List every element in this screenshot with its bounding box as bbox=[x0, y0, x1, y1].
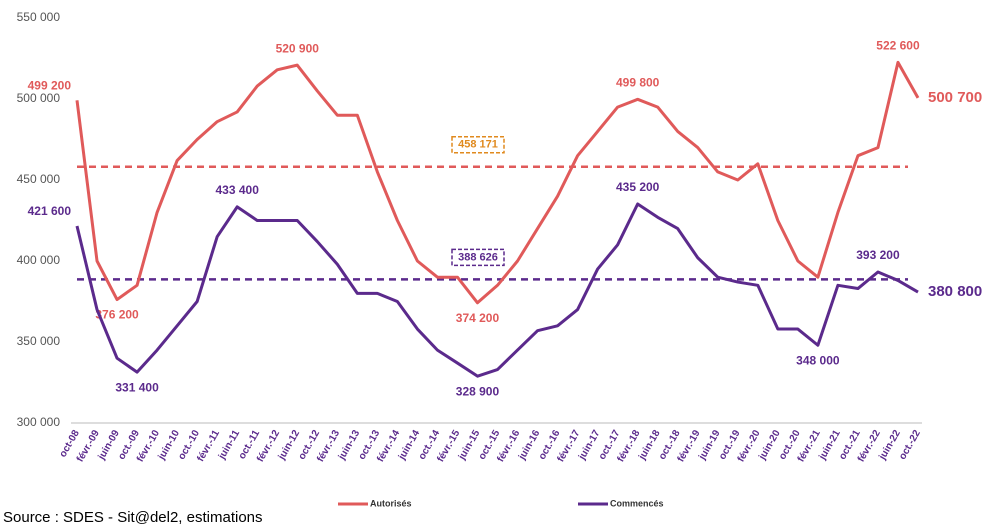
source: Source : SDES - Sit@del2, estimations bbox=[3, 509, 263, 526]
data-label: 522 600 bbox=[876, 39, 920, 53]
y-tick-label: 500 000 bbox=[17, 91, 61, 105]
y-tick-label: 450 000 bbox=[17, 172, 61, 186]
data-label: 433 400 bbox=[215, 183, 259, 197]
data-label: 435 200 bbox=[616, 180, 660, 194]
data-label: 499 800 bbox=[616, 75, 660, 89]
series-line bbox=[75, 60, 920, 305]
y-tick-label: 300 000 bbox=[17, 415, 61, 429]
y-tick-label: 350 000 bbox=[17, 334, 61, 348]
data-label: 421 600 bbox=[28, 204, 72, 218]
legend-label: Autorisés bbox=[370, 498, 412, 508]
data-label: 393 200 bbox=[856, 248, 900, 262]
y-tick-label: 550 000 bbox=[17, 10, 61, 24]
series-line bbox=[75, 202, 919, 378]
data-label: 328 900 bbox=[456, 384, 500, 398]
reference-label-box bbox=[451, 248, 505, 267]
data-label: 348 000 bbox=[796, 353, 840, 367]
reference-label-box bbox=[451, 136, 505, 154]
data-label: 520 900 bbox=[276, 41, 320, 55]
data-label: 500 700 bbox=[928, 89, 982, 106]
y-tick-label: 400 000 bbox=[17, 253, 61, 267]
data-label: 380 800 bbox=[928, 283, 982, 300]
data-label: 376 200 bbox=[95, 308, 139, 322]
data-label: 374 200 bbox=[456, 311, 500, 325]
data-label: 331 400 bbox=[115, 380, 159, 394]
legend-label: Commencés bbox=[610, 498, 664, 508]
reference-label: 388 626 bbox=[458, 251, 498, 263]
data-label: 499 200 bbox=[28, 78, 72, 92]
reference-label: 458 171 bbox=[458, 139, 498, 151]
